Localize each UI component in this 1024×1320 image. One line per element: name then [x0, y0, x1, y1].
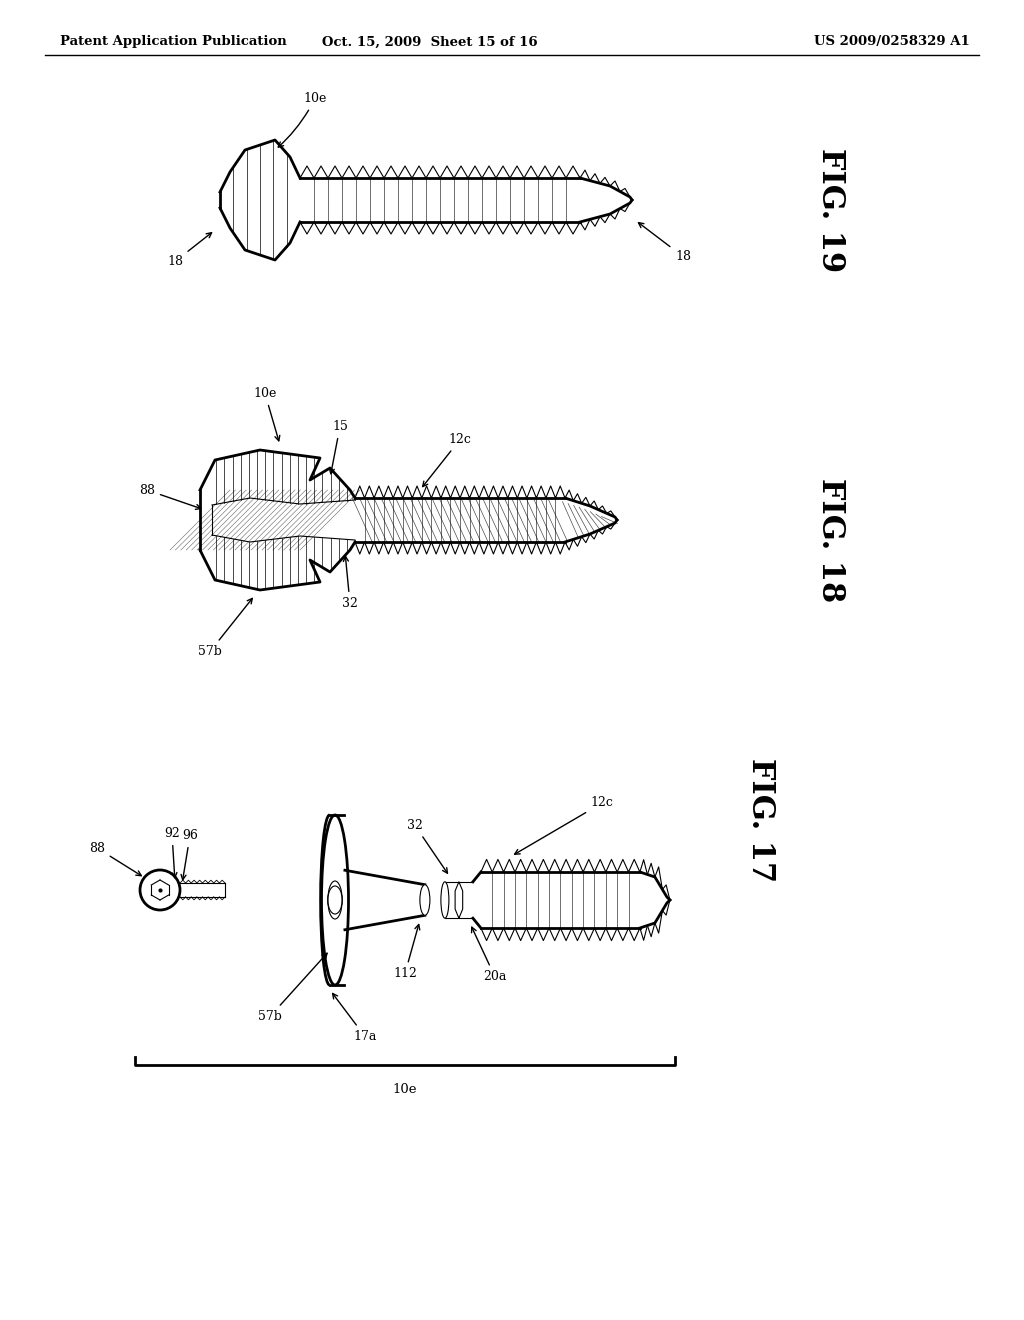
Text: 20a: 20a [472, 927, 507, 983]
Text: 18: 18 [638, 223, 691, 263]
Text: US 2009/0258329 A1: US 2009/0258329 A1 [814, 36, 970, 49]
Text: 57b: 57b [198, 598, 252, 657]
Text: 88: 88 [89, 842, 141, 875]
Text: 10e: 10e [279, 92, 327, 147]
Text: 57b: 57b [258, 953, 327, 1023]
Text: 10e: 10e [253, 387, 280, 441]
Text: 96: 96 [181, 829, 198, 879]
Text: 15: 15 [330, 420, 348, 474]
Text: Oct. 15, 2009  Sheet 15 of 16: Oct. 15, 2009 Sheet 15 of 16 [323, 36, 538, 49]
Text: FIG. 18: FIG. 18 [814, 478, 846, 602]
Text: FIG. 17: FIG. 17 [744, 758, 775, 882]
Text: 88: 88 [139, 483, 201, 510]
Text: 32: 32 [407, 818, 447, 874]
Ellipse shape [328, 886, 342, 913]
Text: 10e: 10e [392, 1082, 417, 1096]
Text: 12c: 12c [423, 433, 471, 487]
Ellipse shape [322, 814, 348, 985]
Text: 112: 112 [393, 924, 420, 981]
Text: 32: 32 [342, 556, 358, 610]
Text: Patent Application Publication: Patent Application Publication [60, 36, 287, 49]
Text: 92: 92 [164, 828, 180, 878]
Text: 17a: 17a [333, 994, 377, 1043]
Text: 12c: 12c [515, 796, 613, 854]
Text: 18: 18 [167, 232, 212, 268]
Ellipse shape [420, 884, 430, 915]
Ellipse shape [441, 882, 449, 919]
Text: FIG. 19: FIG. 19 [814, 148, 846, 272]
